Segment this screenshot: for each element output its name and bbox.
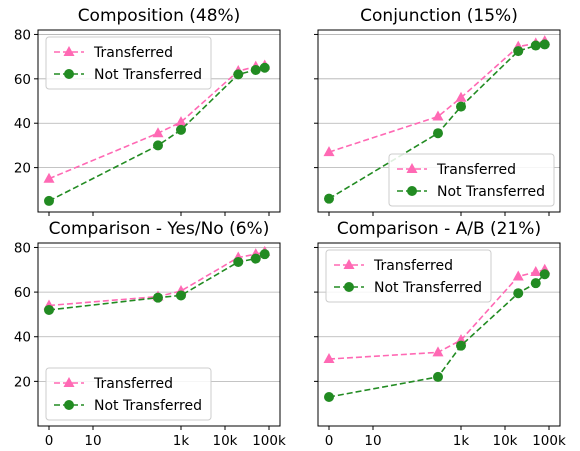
legend-marker-circle <box>407 186 417 196</box>
y-tick-label: 40 <box>14 330 31 346</box>
legend: Transferred Not Transferred <box>45 367 212 421</box>
data-point-circle <box>233 256 244 267</box>
subplot-3: 20 40 60 80 0 10 1k 10k 100k Comparison - Yes/No … <box>14 219 286 449</box>
legend-marker-triangle <box>63 377 75 387</box>
data-point-triangle <box>512 270 524 281</box>
x-tick-label: 1k <box>453 433 470 449</box>
y-tick-label: 60 <box>14 285 31 301</box>
legend-box <box>45 367 212 421</box>
legend-marker-triangle <box>406 163 418 173</box>
legend-label: Transferred <box>93 45 173 61</box>
data-point-triangle <box>455 91 467 102</box>
data-point-circle <box>456 101 466 112</box>
legend-label: Transferred <box>436 162 516 178</box>
data-point-circle <box>432 371 443 382</box>
x-tick-label: 10k <box>493 433 518 449</box>
x-tick-label: 100k <box>532 433 566 449</box>
y-tick-label: 40 <box>14 116 31 132</box>
legend-box <box>388 153 555 207</box>
y-tick-label: 80 <box>14 27 31 43</box>
axes-frame <box>317 29 561 213</box>
data-point-circle <box>233 69 244 80</box>
data-point-circle <box>530 278 541 289</box>
data-point-circle <box>324 391 334 402</box>
legend-label: Not Transferred <box>374 280 482 296</box>
legend-box <box>45 36 212 90</box>
data-point-circle <box>250 64 261 75</box>
axes-frame <box>37 242 281 427</box>
legend-marker-triangle <box>343 259 355 269</box>
subplot-title: Comparison - A/B (21%) <box>337 219 541 239</box>
series-line <box>328 273 546 398</box>
data-point-circle <box>152 292 163 303</box>
legend-marker-circle <box>64 69 74 79</box>
subplot-title: Composition (48%) <box>78 6 241 26</box>
x-tick-label: 1k <box>173 433 190 449</box>
data-point-circle <box>44 304 54 315</box>
data-point-circle <box>432 128 443 139</box>
y-tick-label: 20 <box>14 374 31 390</box>
data-point-triangle <box>530 266 542 277</box>
subplot-2: Conjunction (15%) Transferred Not Transfer… <box>314 6 561 216</box>
y-tick-label: 60 <box>14 72 31 88</box>
legend-label: Not Transferred <box>94 398 202 414</box>
data-point-circle <box>259 249 270 260</box>
subplot-title: Conjunction (15%) <box>360 6 518 26</box>
legend-box <box>325 249 492 303</box>
legend-label: Not Transferred <box>94 67 202 83</box>
data-point-triangle <box>432 346 444 357</box>
data-point-circle <box>513 288 524 299</box>
data-point-circle <box>176 290 186 301</box>
x-tick-label: 10 <box>84 433 101 449</box>
data-point-circle <box>513 46 524 57</box>
data-point-circle <box>176 124 186 135</box>
x-tick-label: 10 <box>364 433 381 449</box>
data-point-circle <box>152 140 163 151</box>
x-tick-label: 10k <box>213 433 238 449</box>
legend-label: Transferred <box>373 258 453 274</box>
data-point-triangle <box>152 127 164 138</box>
data-point-triangle <box>323 353 335 364</box>
data-point-circle <box>259 62 270 73</box>
x-tick-label: 0 <box>325 433 334 449</box>
data-point-circle <box>539 39 550 50</box>
subplot-title: Comparison - Yes/No (6%) <box>49 219 270 239</box>
series-line <box>328 269 545 360</box>
series-line <box>328 40 545 153</box>
data-point-circle <box>324 193 334 204</box>
x-tick-label: 100k <box>252 433 286 449</box>
data-point-triangle <box>432 110 444 121</box>
legend-marker-circle <box>64 400 74 410</box>
legend-label: Transferred <box>93 376 173 392</box>
data-point-circle <box>539 269 550 280</box>
series-line <box>48 66 265 202</box>
data-point-circle <box>44 195 54 206</box>
x-tick-label: 0 <box>45 433 54 449</box>
axes-frame <box>37 29 281 213</box>
subplot-1: 20 40 60 80 Composition (48%) Transferred Not … <box>14 6 281 216</box>
legend: Transferred Not Transferred <box>325 249 492 303</box>
data-point-circle <box>530 40 541 51</box>
legend-marker-circle <box>344 282 354 292</box>
legend: Transferred Not Transferred <box>388 153 555 207</box>
y-tick-label: 20 <box>14 161 31 177</box>
data-point-triangle <box>43 172 55 183</box>
data-point-triangle <box>323 146 335 157</box>
subplot-4: 0 10 1k 10k 100k Comparison - A/B (21%) Transf… <box>314 219 566 449</box>
data-point-triangle <box>175 116 187 127</box>
data-point-circle <box>250 253 261 264</box>
data-point-circle <box>456 340 466 351</box>
y-tick-label: 80 <box>14 240 31 256</box>
legend: Transferred Not Transferred <box>45 36 212 90</box>
legend-marker-triangle <box>63 46 75 56</box>
legend-label: Not Transferred <box>437 184 545 200</box>
axes-frame <box>317 242 561 427</box>
